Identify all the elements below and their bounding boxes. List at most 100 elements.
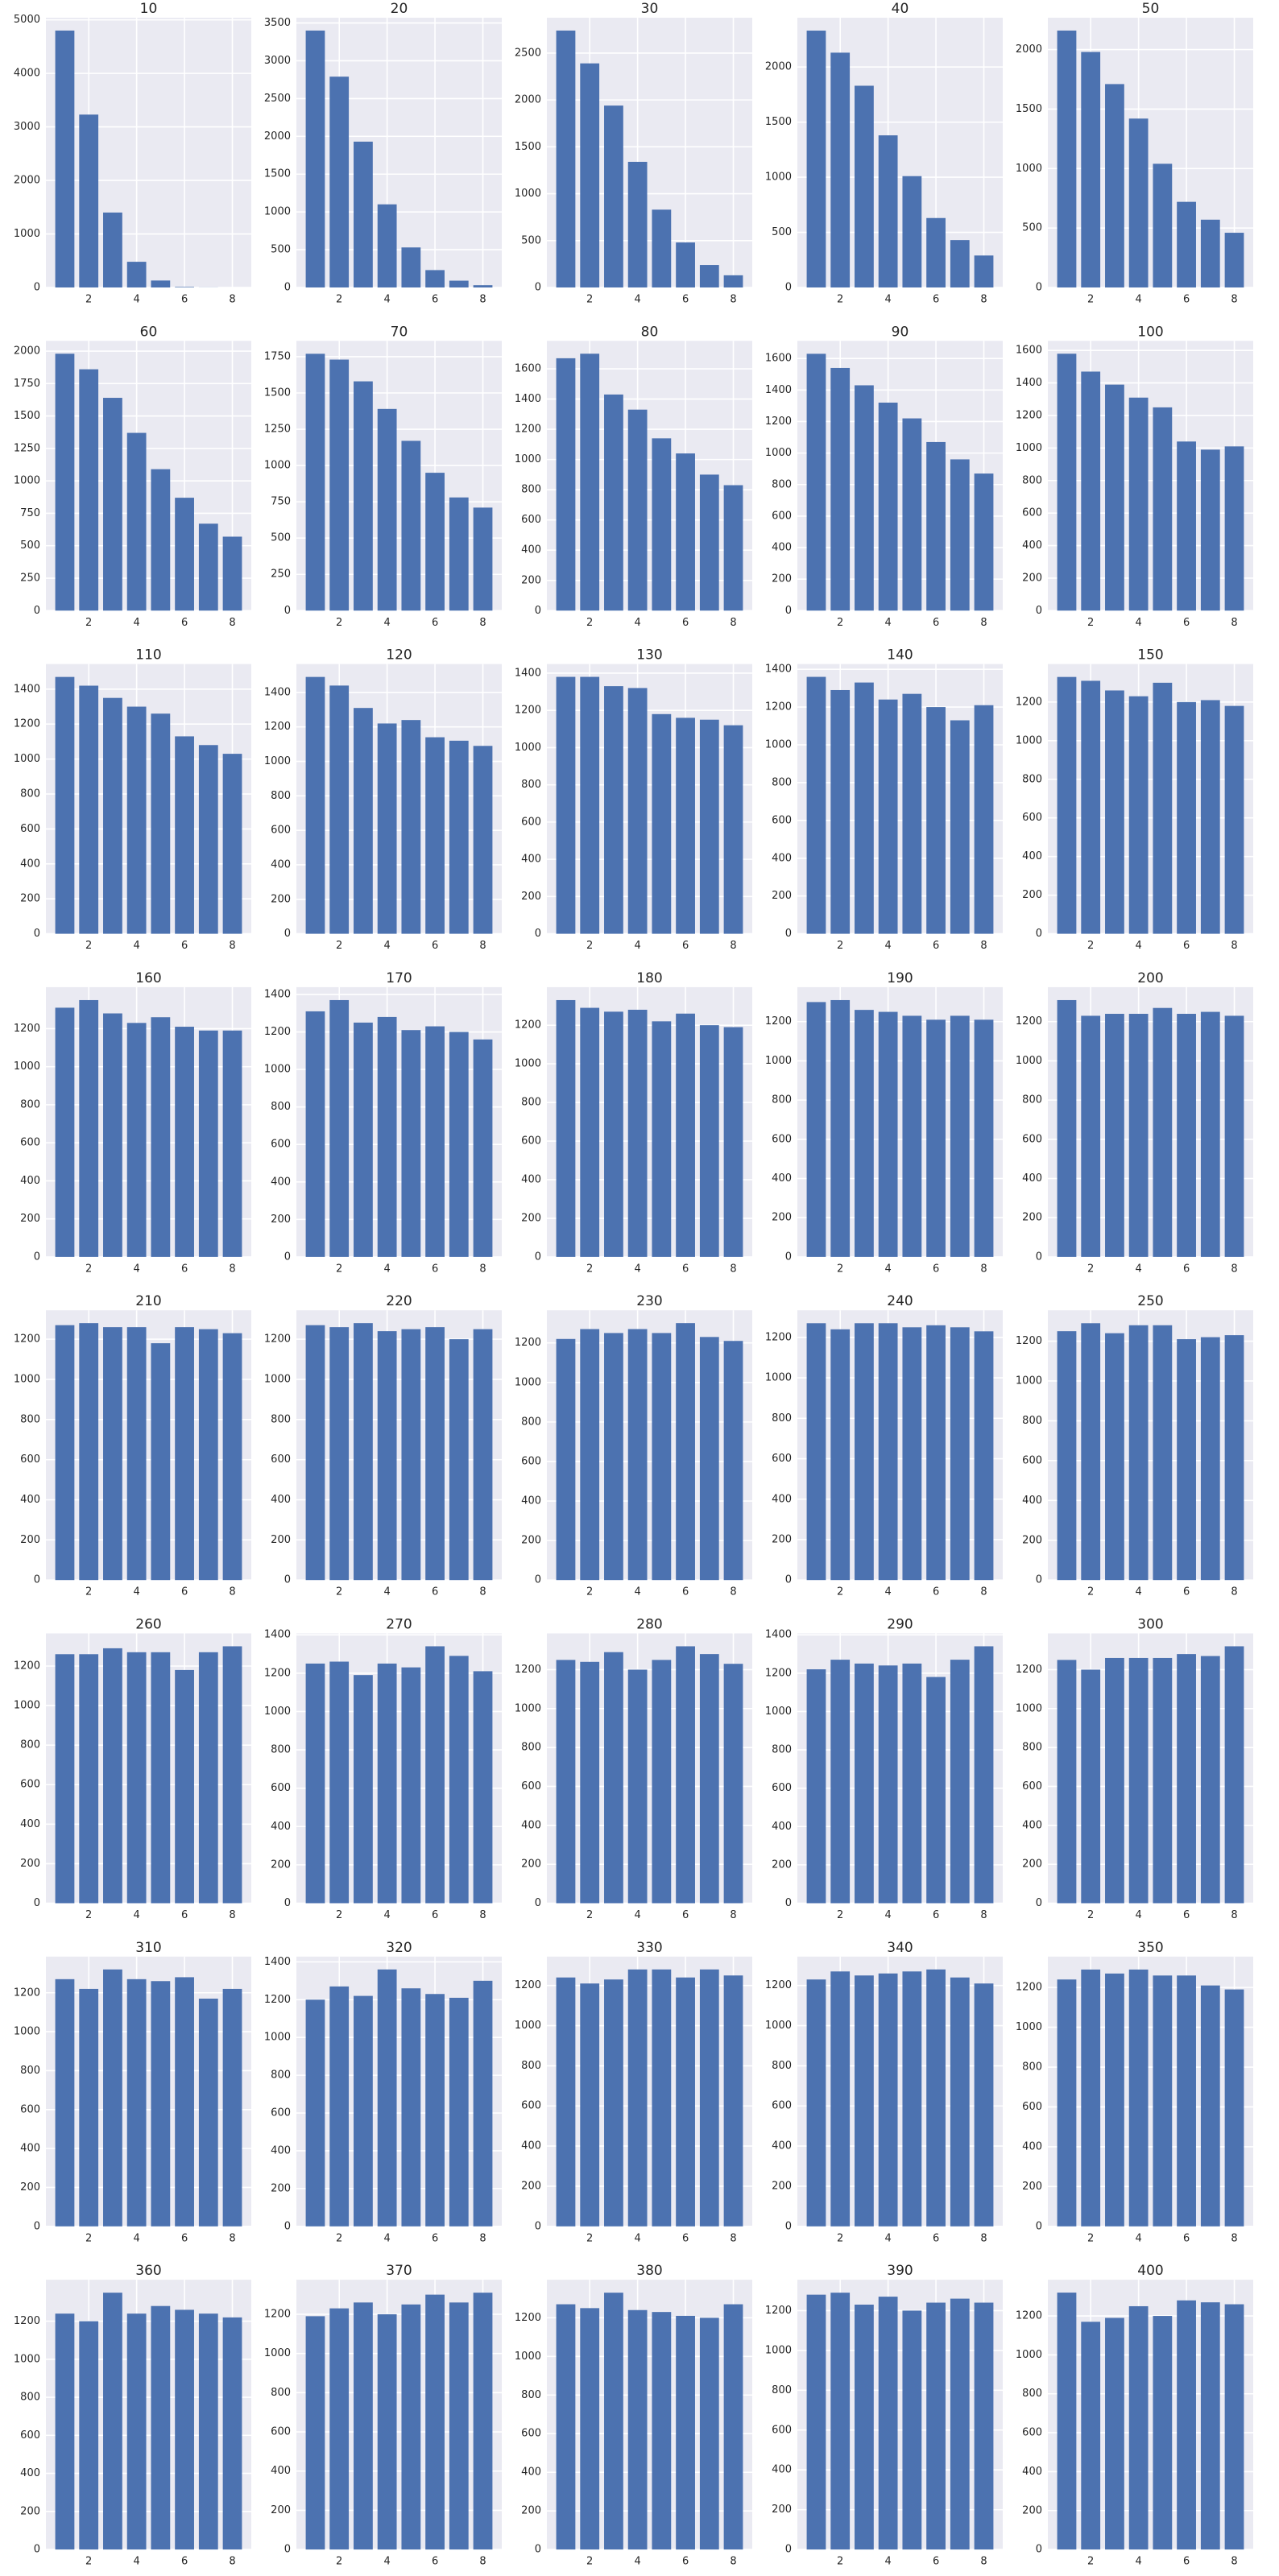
chart-title: 180: [636, 970, 662, 986]
y-tick-label: 800: [772, 2384, 792, 2396]
x-tick-label: 6: [1183, 2232, 1190, 2244]
y-tick-label: 800: [271, 1101, 291, 1113]
y-tick-label: 1000: [515, 453, 541, 465]
x-tick-label: 6: [682, 1586, 689, 1598]
bar: [378, 1331, 397, 1580]
y-tick-label: 0: [535, 2544, 541, 2556]
bar: [199, 1031, 218, 1257]
x-tick-label: 2: [1087, 1909, 1094, 1921]
bar: [425, 1027, 445, 1257]
y-tick-label: 0: [34, 1574, 40, 1586]
x-tick-label: 2: [336, 940, 342, 952]
bar: [830, 1971, 850, 2227]
bar: [127, 262, 147, 287]
y-tick-label: 1000: [264, 755, 291, 767]
bar: [354, 1023, 373, 1257]
bar: [724, 726, 743, 934]
x-tick-label: 8: [1231, 1909, 1237, 1921]
x-tick-label: 6: [682, 2232, 689, 2244]
y-tick-label: 400: [20, 2143, 40, 2155]
x-tick-label: 6: [933, 2556, 939, 2568]
y-tick-label: 0: [1036, 605, 1042, 617]
chart-title: 50: [1142, 1, 1160, 17]
chart-title: 70: [391, 324, 408, 340]
y-tick-label: 1000: [515, 1702, 541, 1714]
y-tick-label: 1200: [765, 2305, 792, 2317]
y-tick-label: 1200: [14, 2315, 40, 2327]
plot-background: [296, 18, 502, 287]
plot-background: [296, 987, 502, 1257]
y-tick-label: 1000: [14, 228, 40, 240]
y-tick-label: 1000: [765, 2344, 792, 2356]
x-tick-label: 8: [229, 1263, 235, 1275]
bar: [557, 1000, 576, 1257]
bar: [700, 720, 719, 934]
y-tick-label: 800: [772, 478, 792, 490]
y-tick-label: 1000: [264, 1064, 291, 1076]
bar: [724, 486, 743, 611]
y-tick-label: 3500: [264, 17, 291, 29]
bar: [975, 255, 994, 287]
plot-background: [46, 1634, 251, 1904]
bar: [628, 410, 648, 611]
bar: [1225, 1335, 1244, 1580]
x-tick-label: 2: [336, 294, 342, 306]
x-tick-label: 2: [336, 1586, 342, 1598]
bar: [1105, 690, 1124, 933]
y-tick-label: 1750: [14, 378, 40, 390]
y-tick-label: 600: [521, 1455, 541, 1467]
x-tick-label: 6: [1183, 2556, 1190, 2568]
y-tick-label: 600: [20, 2429, 40, 2442]
y-tick-label: 600: [271, 1453, 291, 1466]
x-tick-label: 2: [336, 2556, 342, 2568]
bar: [676, 1978, 695, 2227]
y-tick-label: 1200: [515, 2312, 541, 2324]
bar: [879, 135, 898, 287]
bar: [1225, 233, 1244, 287]
y-tick-label: 0: [785, 2544, 792, 2556]
y-tick-label: 1200: [14, 718, 40, 730]
y-tick-label: 1200: [515, 1664, 541, 1676]
bar: [103, 213, 122, 287]
x-tick-label: 6: [181, 1586, 188, 1598]
x-tick-label: 4: [133, 294, 139, 306]
bar: [223, 1989, 242, 2227]
y-tick-label: 600: [20, 1137, 40, 1149]
y-tick-label: 1000: [515, 1376, 541, 1388]
bar: [879, 1323, 898, 1580]
y-tick-label: 600: [772, 2424, 792, 2436]
x-tick-label: 2: [837, 1909, 843, 1921]
y-tick-label: 1400: [515, 393, 541, 405]
y-tick-label: 1200: [515, 1337, 541, 1349]
bar: [1153, 1658, 1172, 1904]
x-tick-label: 8: [229, 294, 235, 306]
bar: [1225, 1990, 1244, 2227]
y-tick-label: 600: [20, 2103, 40, 2115]
chart-title: 310: [135, 1940, 161, 1956]
bar: [449, 1032, 469, 1257]
bar: [807, 2295, 826, 2549]
bar: [1058, 1660, 1077, 1903]
x-tick-label: 2: [336, 617, 342, 629]
x-tick-label: 6: [181, 2556, 188, 2568]
bar: [199, 2313, 218, 2549]
bar: [127, 1023, 147, 1257]
bar: [306, 1664, 325, 1904]
bar: [700, 1337, 719, 1580]
y-tick-label: 200: [772, 890, 792, 902]
bar: [103, 2293, 122, 2549]
bar: [700, 1654, 719, 1903]
y-tick-label: 1000: [1016, 1055, 1042, 1067]
bar: [830, 1329, 850, 1580]
x-tick-label: 8: [229, 617, 235, 629]
y-tick-label: 800: [20, 2065, 40, 2077]
bar: [1153, 1008, 1172, 1257]
bar: [1058, 1000, 1077, 1257]
x-tick-label: 4: [383, 1909, 390, 1921]
chart-title: 270: [386, 1617, 412, 1633]
chart-title: 130: [636, 647, 662, 664]
y-tick-label: 800: [20, 1098, 40, 1110]
x-tick-label: 8: [730, 1263, 736, 1275]
bar: [103, 1327, 122, 1580]
y-tick-label: 0: [34, 1251, 40, 1263]
